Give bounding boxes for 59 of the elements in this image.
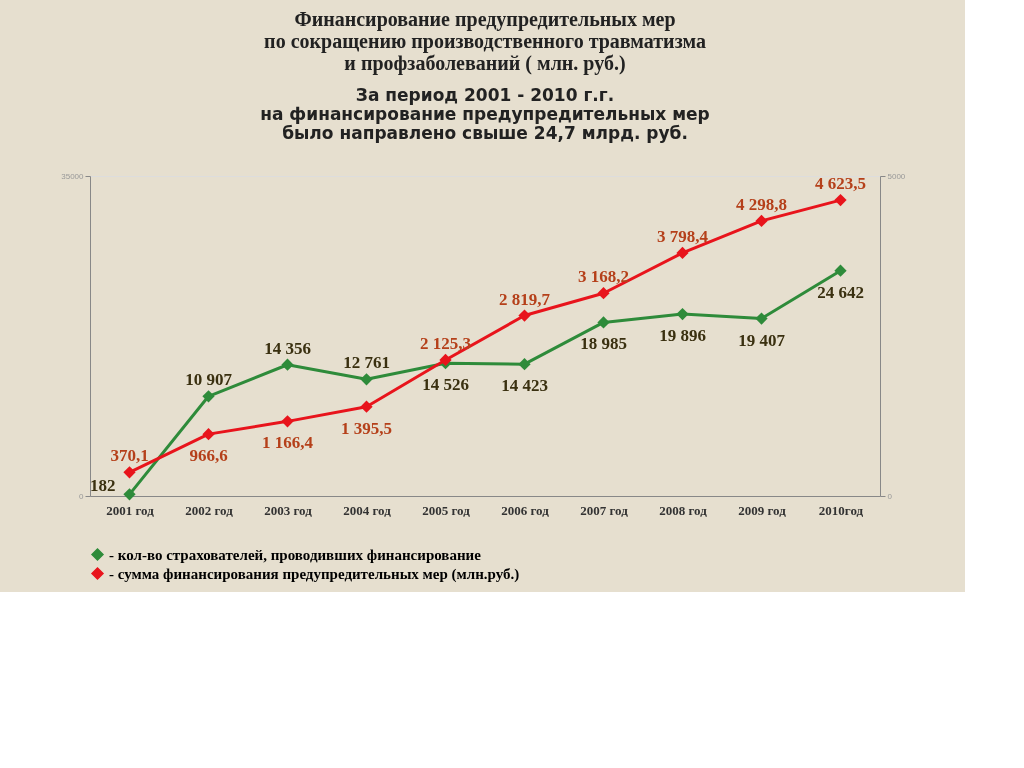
- x-tick-label: 2009 год: [738, 502, 787, 518]
- y-tick-label: 35000: [61, 171, 85, 181]
- data-label: 24 642: [817, 282, 864, 302]
- point: [202, 390, 215, 403]
- y2-tick-label: 5000: [887, 171, 906, 181]
- text: по сокращению производственного травматизма: [264, 30, 706, 52]
- data-label: 2 125,3: [420, 333, 471, 353]
- data-label: 3 798,4: [657, 226, 709, 246]
- text: и профзаболеваний ( млн. руб.): [344, 52, 626, 74]
- data-label: 14 423: [501, 376, 548, 396]
- data-label: 18 985: [580, 334, 627, 354]
- x-tick-label: 2006 год: [501, 502, 550, 518]
- data-label: 4 298,8: [736, 194, 787, 214]
- data-label: 182: [90, 476, 116, 496]
- point: [123, 466, 136, 479]
- point: [755, 214, 768, 227]
- text: было направлено свыше 24,7 млрд. руб.: [282, 123, 688, 143]
- text: на финансирование предупредительных мер: [260, 104, 710, 124]
- point: [360, 373, 373, 386]
- x-tick-label: 2004 год: [343, 502, 392, 518]
- x-tick-label: 2010год: [818, 502, 864, 518]
- point: [518, 358, 531, 371]
- point: [123, 488, 136, 501]
- data-label: 370,1: [110, 446, 149, 466]
- data-label: 3 168,2: [578, 267, 629, 287]
- point: [360, 400, 373, 413]
- x-tick-label: 2003 год: [264, 502, 313, 518]
- data-label: 14 356: [264, 338, 311, 358]
- data-label: 966,6: [189, 446, 228, 466]
- point: [597, 287, 610, 300]
- data-label: 2 819,7: [499, 289, 551, 309]
- data-label: 4 623,5: [815, 174, 866, 194]
- data-label: 19 896: [659, 326, 706, 346]
- x-tick-label: 2002 год: [185, 502, 234, 518]
- point: [676, 246, 689, 260]
- data-label: 10 907: [185, 370, 233, 390]
- point: [518, 309, 531, 322]
- point: [202, 428, 215, 441]
- point: [834, 193, 847, 207]
- text: За период 2001 - 2010 г.г.: [355, 85, 615, 105]
- x-tick-label: 2008 год: [659, 502, 708, 518]
- data-label: 1 395,5: [341, 418, 392, 438]
- x-tick-label: 2007 год: [580, 502, 629, 518]
- point: [755, 312, 768, 325]
- point: [834, 264, 847, 277]
- data-label: 1 166,4: [262, 433, 314, 453]
- data-label: 12 761: [343, 353, 390, 373]
- point: [597, 316, 610, 329]
- x-tick-label: 2001 год: [106, 502, 155, 518]
- data-label: 19 407: [738, 330, 786, 350]
- point: [281, 415, 294, 428]
- data-label: 14 526: [422, 375, 469, 395]
- legend-label: - сумма финансирования предупредительных мер (млн.руб.): [109, 565, 520, 583]
- text: Финансирование предупредительных мер: [294, 8, 676, 30]
- x-tick-label: 2005 год: [422, 502, 471, 518]
- point: [439, 353, 452, 367]
- point: [281, 358, 294, 371]
- point: [676, 307, 689, 321]
- legend-label: - кол-во страхователей, проводивших финансирование: [109, 546, 482, 563]
